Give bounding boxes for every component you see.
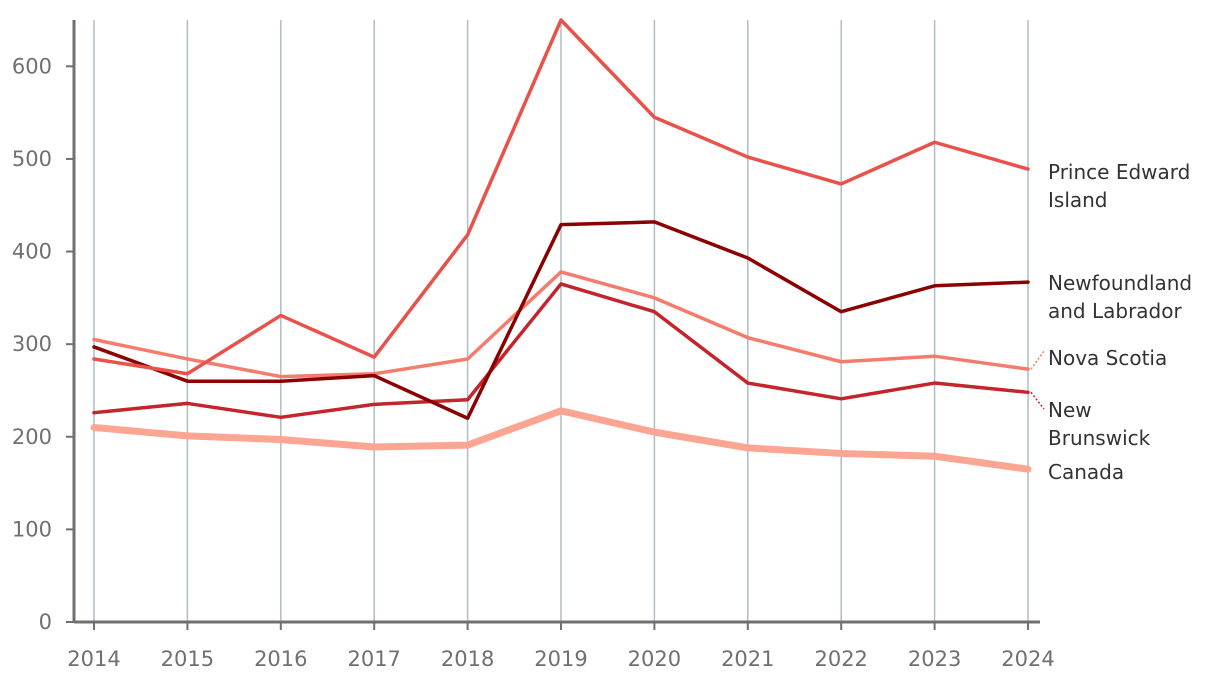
- grid-lines: [93, 20, 1029, 622]
- x-tick-label-2019: 2019: [534, 647, 587, 671]
- series-label-newfoundland-and-labrador: Newfoundland and Labrador: [1048, 271, 1192, 323]
- series-label-line: Canada: [1048, 460, 1124, 484]
- series-label-canada: Canada: [1048, 460, 1124, 484]
- x-tick-label-2018: 2018: [441, 647, 494, 671]
- x-tick-label-2023: 2023: [908, 647, 961, 671]
- series-line-prince-edward-island: [92, 18, 1030, 376]
- y-tick-label-0: 0: [39, 610, 52, 634]
- series-label-line: Island: [1048, 188, 1108, 212]
- label-leader-new-brunswick: [1030, 391, 1045, 410]
- x-tick-label-2021: 2021: [721, 647, 774, 671]
- series-line-newfoundland-and-labrador: [92, 220, 1030, 420]
- series-label-line: Prince Edward: [1048, 160, 1190, 184]
- y-tick-label-300: 300: [12, 332, 52, 356]
- series-label-line: and Labrador: [1048, 299, 1182, 323]
- series-line-canada: [90, 407, 1032, 473]
- y-tick-label-100: 100: [12, 517, 52, 541]
- series-label-nova-scotia: Nova Scotia: [1048, 346, 1167, 370]
- x-tick-label-2022: 2022: [814, 647, 867, 671]
- series-label-line: Newfoundland: [1048, 271, 1192, 295]
- series-lines: [90, 18, 1032, 473]
- series-label-new-brunswick: New Brunswick: [1048, 398, 1151, 450]
- series-labels: Prince Edward Island Newfoundland and Labra…: [1030, 160, 1192, 484]
- label-leader-nova-scotia: [1030, 350, 1045, 370]
- x-tick-label-2017: 2017: [347, 647, 400, 671]
- x-tick-label-2014: 2014: [67, 647, 120, 671]
- series-line-new-brunswick: [92, 282, 1030, 420]
- x-tick-label-2020: 2020: [628, 647, 681, 671]
- y-tick-label-400: 400: [12, 240, 52, 264]
- y-tick-label-500: 500: [12, 147, 52, 171]
- y-tick-label-600: 600: [12, 54, 52, 78]
- series-label-line: Brunswick: [1048, 426, 1151, 450]
- x-tick-label-2016: 2016: [254, 647, 307, 671]
- series-label-line: Nova Scotia: [1048, 346, 1167, 370]
- series-label-prince-edward-island: Prince Edward Island: [1048, 160, 1190, 212]
- series-label-line: New: [1048, 398, 1092, 422]
- x-tick-label-2015: 2015: [161, 647, 214, 671]
- series-line-nova-scotia: [92, 270, 1030, 379]
- axes: 2014 2015 2016 2017 2018 2019 2020 2021 2022 2023…: [12, 20, 1055, 671]
- x-tick-label-2024: 2024: [1001, 647, 1054, 671]
- y-tick-label-200: 200: [12, 425, 52, 449]
